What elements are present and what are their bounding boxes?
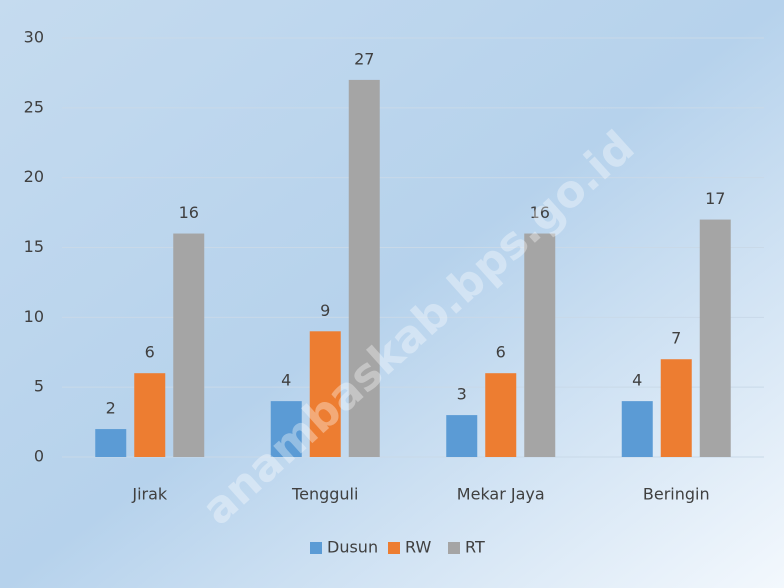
x-tick-label: Jirak <box>131 485 168 504</box>
bar <box>95 429 127 457</box>
legend-label: RW <box>405 538 431 557</box>
bar <box>621 401 653 457</box>
y-tick-label: 10 <box>24 307 44 326</box>
bar <box>173 233 205 457</box>
data-label: 9 <box>320 301 330 320</box>
bar <box>309 331 341 457</box>
y-tick-label: 20 <box>24 167 44 186</box>
bar <box>660 359 692 457</box>
bar <box>446 415 478 457</box>
y-tick-label: 15 <box>24 237 44 256</box>
data-label: 6 <box>145 343 155 362</box>
data-label: 2 <box>106 399 116 418</box>
y-tick-label: 5 <box>34 377 44 396</box>
legend-label: Dusun <box>327 538 378 557</box>
bar <box>485 373 517 457</box>
x-tick-label: Beringin <box>643 485 710 504</box>
legend-label: RT <box>465 538 485 557</box>
y-tick-label: 25 <box>24 97 44 116</box>
y-tick-label: 0 <box>34 447 44 466</box>
bar <box>270 401 302 457</box>
bar <box>524 233 556 457</box>
bar <box>134 373 166 457</box>
x-tick-label: Mekar Jaya <box>457 485 545 504</box>
data-label: 16 <box>530 203 550 222</box>
x-tick-label: Tengguli <box>291 485 358 504</box>
data-label: 4 <box>281 371 291 390</box>
legend-swatch <box>310 542 322 554</box>
data-label: 7 <box>671 329 681 348</box>
bar <box>699 219 731 457</box>
legend-swatch <box>448 542 460 554</box>
data-label: 3 <box>457 385 467 404</box>
data-label: 6 <box>496 343 506 362</box>
data-label: 17 <box>705 189 725 208</box>
data-label: 27 <box>354 49 374 68</box>
bar <box>348 79 380 458</box>
data-label: 16 <box>179 203 199 222</box>
data-label: 4 <box>632 371 642 390</box>
y-tick-label: 30 <box>24 28 44 47</box>
legend-swatch <box>388 542 400 554</box>
